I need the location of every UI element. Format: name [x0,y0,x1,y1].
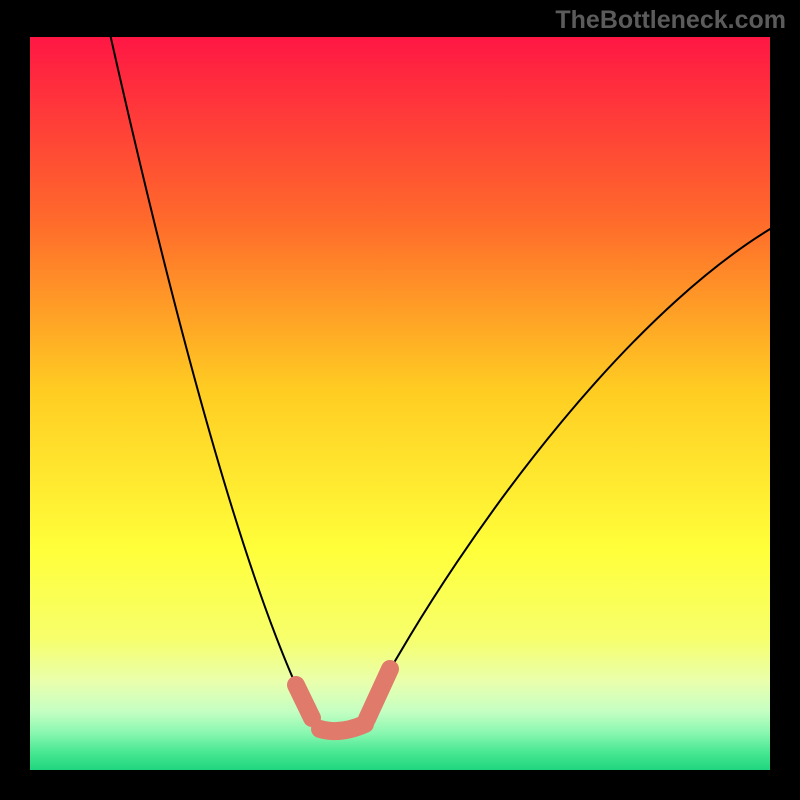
gradient-background [30,37,770,770]
overlay-bottom-curve [320,724,365,731]
figure-canvas: TheBottleneck.com [0,0,800,800]
plot-svg [0,0,800,800]
watermark-text: TheBottleneck.com [555,6,786,35]
